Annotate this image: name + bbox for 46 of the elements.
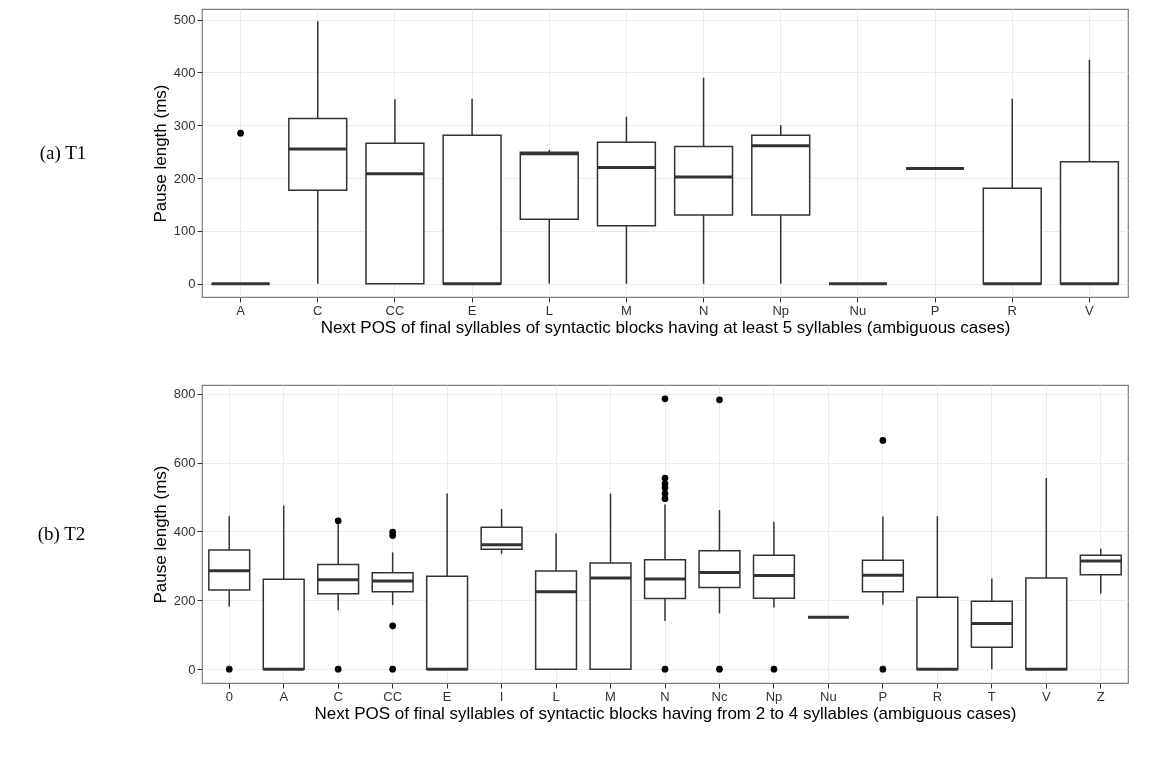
y-tick-label: 200 (173, 170, 196, 186)
y-tick-label: 0 (188, 276, 196, 292)
x-tick-label: A (236, 302, 246, 318)
y-tick-label: 400 (173, 523, 196, 539)
x-tick-label: T (987, 688, 996, 704)
x-tick-label: Z (1096, 688, 1105, 704)
x-tick-label: R (1007, 302, 1017, 318)
y-tick-label: 500 (173, 12, 196, 28)
x-tick-label: P (930, 302, 940, 318)
x-tick-label: Nc (711, 688, 728, 704)
x-tick-label: I (499, 688, 504, 704)
x-tick-label: C (313, 302, 323, 318)
x-tick-label: Nu (820, 688, 837, 704)
text: (b) T2 (37, 523, 86, 545)
y-tick-label: 300 (173, 117, 196, 133)
y-tick-label: 200 (173, 592, 196, 608)
y-tick-label: 100 (173, 223, 196, 239)
x-tick-label: N (660, 688, 670, 704)
y-tick-label: 600 (173, 455, 196, 471)
x-tick-label: L (545, 302, 553, 318)
x-tick-label: N (698, 302, 709, 318)
text: (a) T1 (39, 142, 87, 164)
y-axis-title: Pause length (ms) (150, 84, 170, 223)
x-tick-label: M (605, 688, 616, 704)
x-tick-label: 0 (225, 688, 233, 704)
x-tick-label: V (1041, 688, 1051, 704)
y-tick-label: 400 (173, 64, 196, 80)
x-tick-label: M (620, 302, 632, 318)
x-tick-label: L (552, 688, 560, 704)
x-tick-label: C (333, 688, 343, 704)
x-tick-label: R (932, 688, 943, 704)
x-tick-label: E (442, 688, 452, 704)
y-tick-label: 0 (188, 661, 196, 677)
x-tick-label: CC (383, 688, 403, 704)
x-tick-label: Np (765, 688, 783, 704)
x-axis-title: Next POS of final syllables of syntactic blocks having from 2 to 4 syllables (ambiguous cases) (314, 703, 1017, 723)
x-tick-label: Np (772, 302, 790, 318)
x-tick-label: E (467, 302, 477, 318)
x-axis-title: Next POS of final syllables of syntactic blocks having at least 5 syllables (ambiguous cases) (320, 317, 1011, 337)
x-tick-label: V (1085, 302, 1095, 318)
x-tick-label: A (279, 688, 289, 704)
x-tick-label: P (878, 688, 888, 704)
y-axis-title: Pause length (ms) (150, 465, 170, 604)
x-tick-label: CC (385, 302, 405, 318)
y-tick-label: 800 (173, 386, 196, 402)
x-tick-label: Nu (849, 302, 867, 318)
